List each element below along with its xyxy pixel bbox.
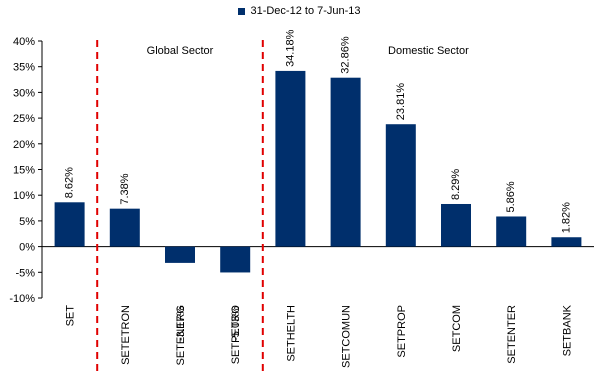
data-label: 8.62% bbox=[64, 167, 76, 198]
category-label: SETPROP bbox=[396, 305, 408, 358]
bar bbox=[275, 70, 306, 247]
y-tick-label: 15% bbox=[13, 165, 35, 177]
category-label: SETENTER bbox=[506, 305, 518, 364]
data-label: 5.86% bbox=[505, 181, 517, 212]
data-label: -5.03% bbox=[230, 306, 242, 341]
y-tick-label: 40% bbox=[13, 36, 35, 48]
data-label: 32.86% bbox=[340, 36, 352, 74]
category-label: SETPETRO bbox=[230, 305, 242, 365]
legend: 31-Dec-12 to 7-Jun-13 bbox=[0, 5, 599, 17]
data-label: -3.17% bbox=[175, 306, 187, 341]
data-label: 23.81% bbox=[395, 83, 407, 121]
legend-swatch bbox=[238, 7, 246, 15]
category-label: SET bbox=[65, 305, 77, 327]
section-label: Global Sector bbox=[147, 45, 214, 57]
bar bbox=[330, 77, 361, 247]
bar bbox=[165, 246, 195, 263]
category-label: SETENERG bbox=[175, 305, 187, 366]
category-label: SETETRON bbox=[120, 305, 132, 365]
bar bbox=[220, 246, 251, 273]
data-label: 8.29% bbox=[450, 169, 462, 200]
bar bbox=[109, 208, 140, 247]
bar bbox=[441, 203, 471, 247]
data-label: 34.18% bbox=[284, 29, 296, 67]
bar bbox=[551, 237, 582, 247]
y-tick-label: 30% bbox=[13, 87, 35, 99]
bar bbox=[496, 216, 527, 247]
category-label: SETCOMUN bbox=[341, 305, 353, 368]
section-label: Domestic Sector bbox=[388, 45, 469, 57]
data-label: 1.82% bbox=[560, 202, 572, 233]
y-tick-label: 0% bbox=[19, 242, 35, 254]
y-tick-label: 20% bbox=[13, 139, 35, 151]
y-tick-label: -5% bbox=[15, 267, 35, 279]
y-tick-label: 10% bbox=[13, 190, 35, 202]
category-label: SETCOM bbox=[451, 305, 463, 352]
legend-label: 31-Dec-12 to 7-Jun-13 bbox=[250, 5, 361, 17]
bar bbox=[54, 202, 85, 247]
y-tick-label: -10% bbox=[9, 293, 35, 305]
category-label: SETBANK bbox=[561, 304, 573, 356]
y-tick-label: 25% bbox=[13, 113, 35, 125]
category-label: SETHELTH bbox=[285, 305, 297, 362]
data-label: 7.38% bbox=[119, 173, 131, 204]
y-tick-label: 5% bbox=[19, 216, 35, 228]
y-tick-label: 35% bbox=[13, 62, 35, 74]
bar bbox=[385, 124, 416, 247]
